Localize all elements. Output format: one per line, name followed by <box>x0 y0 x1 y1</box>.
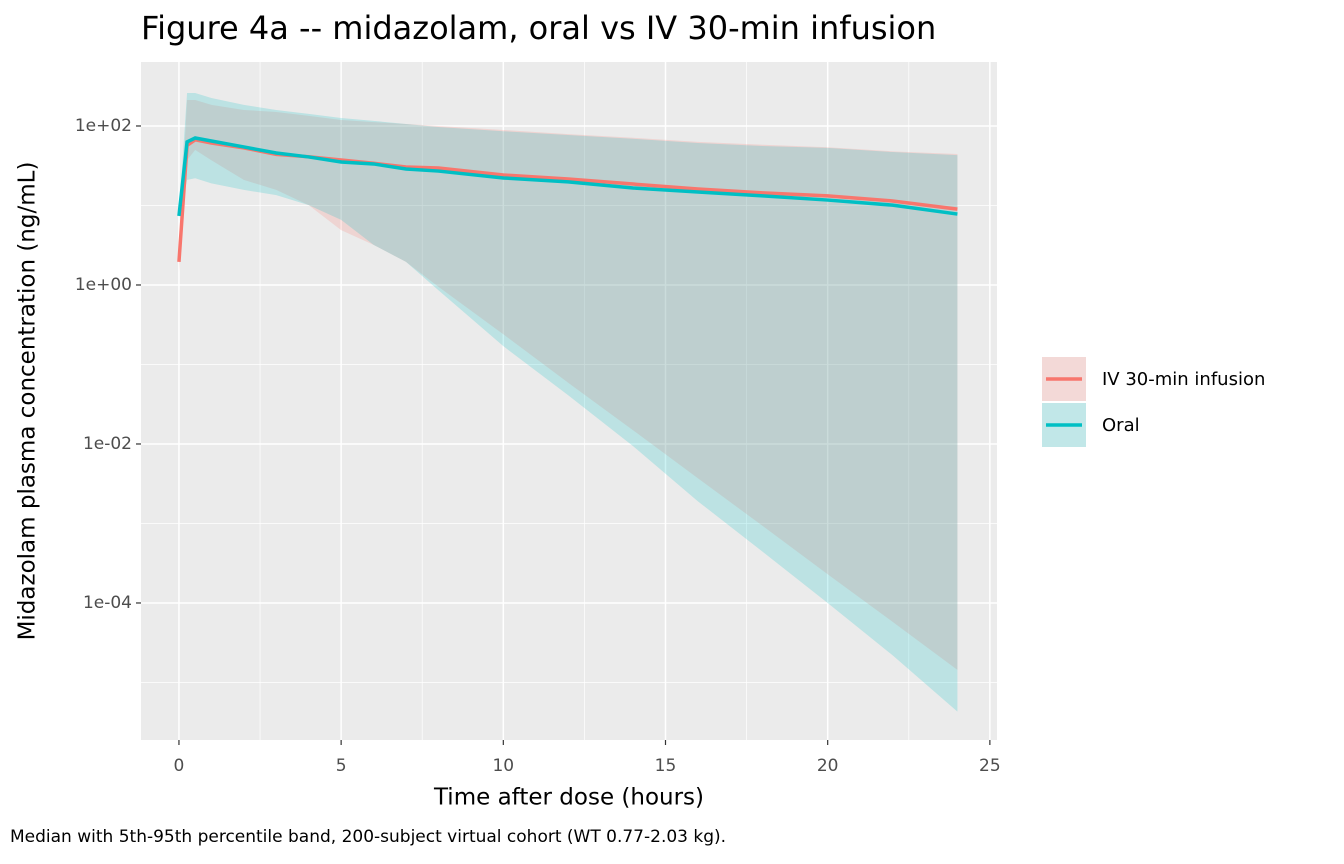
x-tick-label: 15 <box>655 756 677 776</box>
y-tick-label: 1e+00 <box>75 275 132 295</box>
y-tick-label: 1e-02 <box>83 434 132 454</box>
x-tick-label: 25 <box>979 756 1001 776</box>
x-tick-label: 5 <box>336 756 347 776</box>
legend-label: IV 30-min infusion <box>1102 369 1265 390</box>
percentile-band <box>178 92 958 712</box>
y-axis-title: Midazolam plasma concentration (ng/mL) <box>15 162 41 641</box>
percentile-band <box>178 100 958 670</box>
x-axis-title: Time after dose (hours) <box>433 785 704 811</box>
legend-label: Oral <box>1102 415 1140 436</box>
chart-title: Figure 4a -- midazolam, oral vs IV 30-mi… <box>141 9 936 47</box>
median-line <box>177 136 958 217</box>
y-tick-label: 1e+02 <box>75 116 132 136</box>
x-tick-label: 10 <box>492 756 514 776</box>
x-tick-label: 20 <box>817 756 839 776</box>
y-tick-label: 1e-04 <box>83 593 132 613</box>
caption: Median with 5th-95th percentile band, 20… <box>10 827 726 847</box>
median-line <box>177 137 958 263</box>
x-tick-label: 0 <box>174 756 185 776</box>
plot-panel <box>141 62 997 740</box>
